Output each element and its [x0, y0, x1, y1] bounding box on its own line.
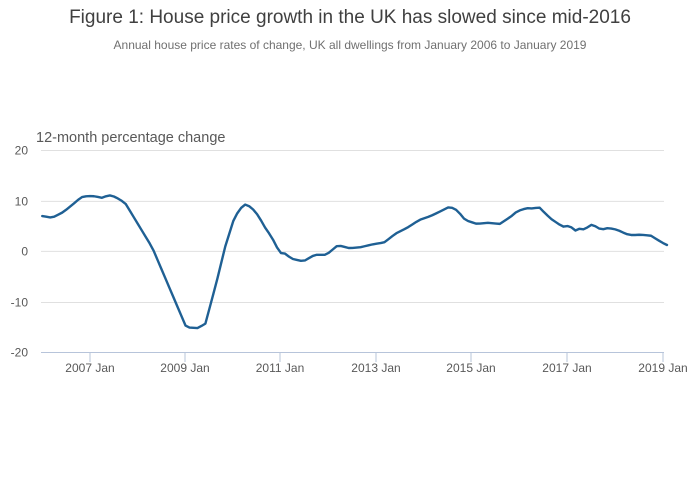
svg-text:0: 0	[21, 244, 28, 258]
svg-text:10: 10	[15, 194, 29, 208]
svg-text:-20: -20	[11, 346, 29, 360]
svg-text:2007 Jan: 2007 Jan	[65, 361, 114, 375]
svg-text:-10: -10	[11, 296, 29, 310]
svg-text:2009 Jan: 2009 Jan	[160, 361, 209, 375]
svg-text:20: 20	[15, 144, 29, 158]
svg-text:2017 Jan: 2017 Jan	[542, 361, 591, 375]
svg-text:2015 Jan: 2015 Jan	[446, 361, 495, 375]
svg-text:2019 Jan: 2019 Jan	[638, 361, 687, 375]
svg-text:2011 Jan: 2011 Jan	[256, 361, 305, 375]
svg-text:2013 Jan: 2013 Jan	[351, 361, 400, 375]
